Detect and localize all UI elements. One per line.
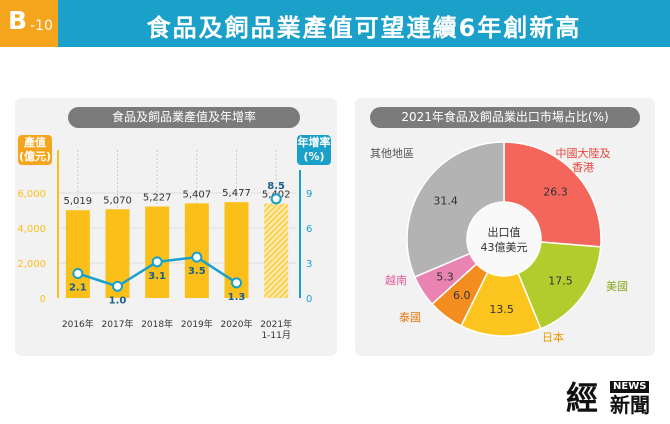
growth-value-label: 1.3 [228, 292, 246, 303]
page-title: 食品及飼品業產值可望連續6年創新高 [146, 14, 582, 42]
x-tick-label: 1-11月 [261, 330, 290, 341]
section-badge: B -10 [0, 0, 58, 47]
slice-value-label: 13.5 [489, 303, 514, 316]
slice-category-label: 泰國 [399, 310, 421, 324]
x-tick-label: 2021年 [260, 318, 292, 330]
left-axis-tick: 0 [40, 294, 46, 305]
growth-point [191, 251, 203, 263]
growth-value-label: 3.1 [148, 271, 166, 282]
bar [145, 206, 170, 298]
bar-value-label: 5,070 [103, 195, 132, 206]
donut-center-label: 43億美元 [481, 241, 528, 254]
growth-point [151, 256, 163, 268]
slice-value-label: 17.5 [548, 274, 573, 287]
growth-point [270, 193, 282, 205]
right-axis-label: 年增率 (%) [297, 135, 331, 165]
slice-category-label: 香港 [572, 161, 594, 174]
growth-value-label: 3.5 [188, 266, 206, 277]
right-axis-label-line2: (%) [303, 150, 325, 163]
right-axis-tick: 0 [306, 294, 312, 305]
pie-slice [503, 141, 602, 248]
bar-value-label: 5,477 [222, 188, 251, 199]
slice-category-label: 其他地區 [370, 147, 414, 160]
slice-value-label: 5.3 [436, 271, 454, 284]
left-axis-label: 產值 (億元) [18, 135, 52, 165]
slice-category-label: 美國 [606, 280, 628, 293]
pie-slice [406, 141, 505, 278]
bar-value-label: 5,407 [183, 189, 212, 200]
slice-category-label: 越南 [385, 273, 407, 287]
growth-point [112, 280, 123, 292]
left-axis-tick: 2,000 [17, 259, 46, 270]
x-tick-label: 2017年 [102, 318, 134, 330]
x-tick-label: 2020年 [221, 318, 253, 330]
slice-value-label: 31.4 [433, 194, 458, 207]
right-axis-tick: 3 [306, 259, 312, 270]
left-axis-label-line2: (億元) [18, 150, 52, 163]
left-axis-tick: 4,000 [17, 224, 46, 235]
donut-hole [468, 203, 540, 275]
bar-value-label: 5,019 [64, 196, 93, 207]
pie-chart-title: 2021年食品及飼品業出口市場占比(%) [370, 107, 640, 128]
slice-value-label: 26.3 [543, 186, 568, 199]
bar [264, 203, 289, 298]
bar-chart-title: 食品及飼品業產值及年增率 [68, 107, 300, 128]
badge-number: -10 [30, 18, 53, 34]
badge-letter: B [8, 6, 28, 35]
bar [65, 210, 90, 298]
x-tick-label: 2018年 [141, 318, 173, 330]
bar [184, 203, 209, 298]
left-axis-label-line1: 產值 [24, 136, 46, 149]
right-axis-tick: 6 [306, 224, 312, 235]
news-logo: 經 NEWS 新聞 [566, 378, 666, 418]
growth-point [72, 268, 84, 279]
growth-value-label: 1.0 [109, 295, 127, 306]
right-axis-tick: 9 [306, 189, 312, 200]
logo-news-tag: NEWS [610, 381, 650, 393]
slice-category-label: 中國大陸及 [556, 146, 611, 160]
donut-center-label: 出口值 [488, 225, 521, 239]
right-axis-label-line1: 年增率 [297, 136, 331, 149]
slice-value-label: 6.0 [453, 289, 471, 302]
growth-value-label: 2.1 [69, 283, 87, 294]
logo-main-char: 經 [566, 379, 599, 417]
bar-value-label: 5,227 [143, 193, 172, 204]
x-tick-label: 2016年 [62, 318, 94, 330]
growth-point [231, 277, 242, 289]
left-axis-tick: 6,000 [17, 189, 46, 200]
growth-value-label: 8.5 [267, 181, 285, 192]
slice-category-label: 日本 [542, 330, 564, 344]
logo-sub-text: 新聞 [610, 393, 650, 417]
header-bar: B -10 食品及飼品業產值可望連續6年創新高 [0, 0, 670, 47]
x-tick-label: 2019年 [181, 318, 213, 330]
